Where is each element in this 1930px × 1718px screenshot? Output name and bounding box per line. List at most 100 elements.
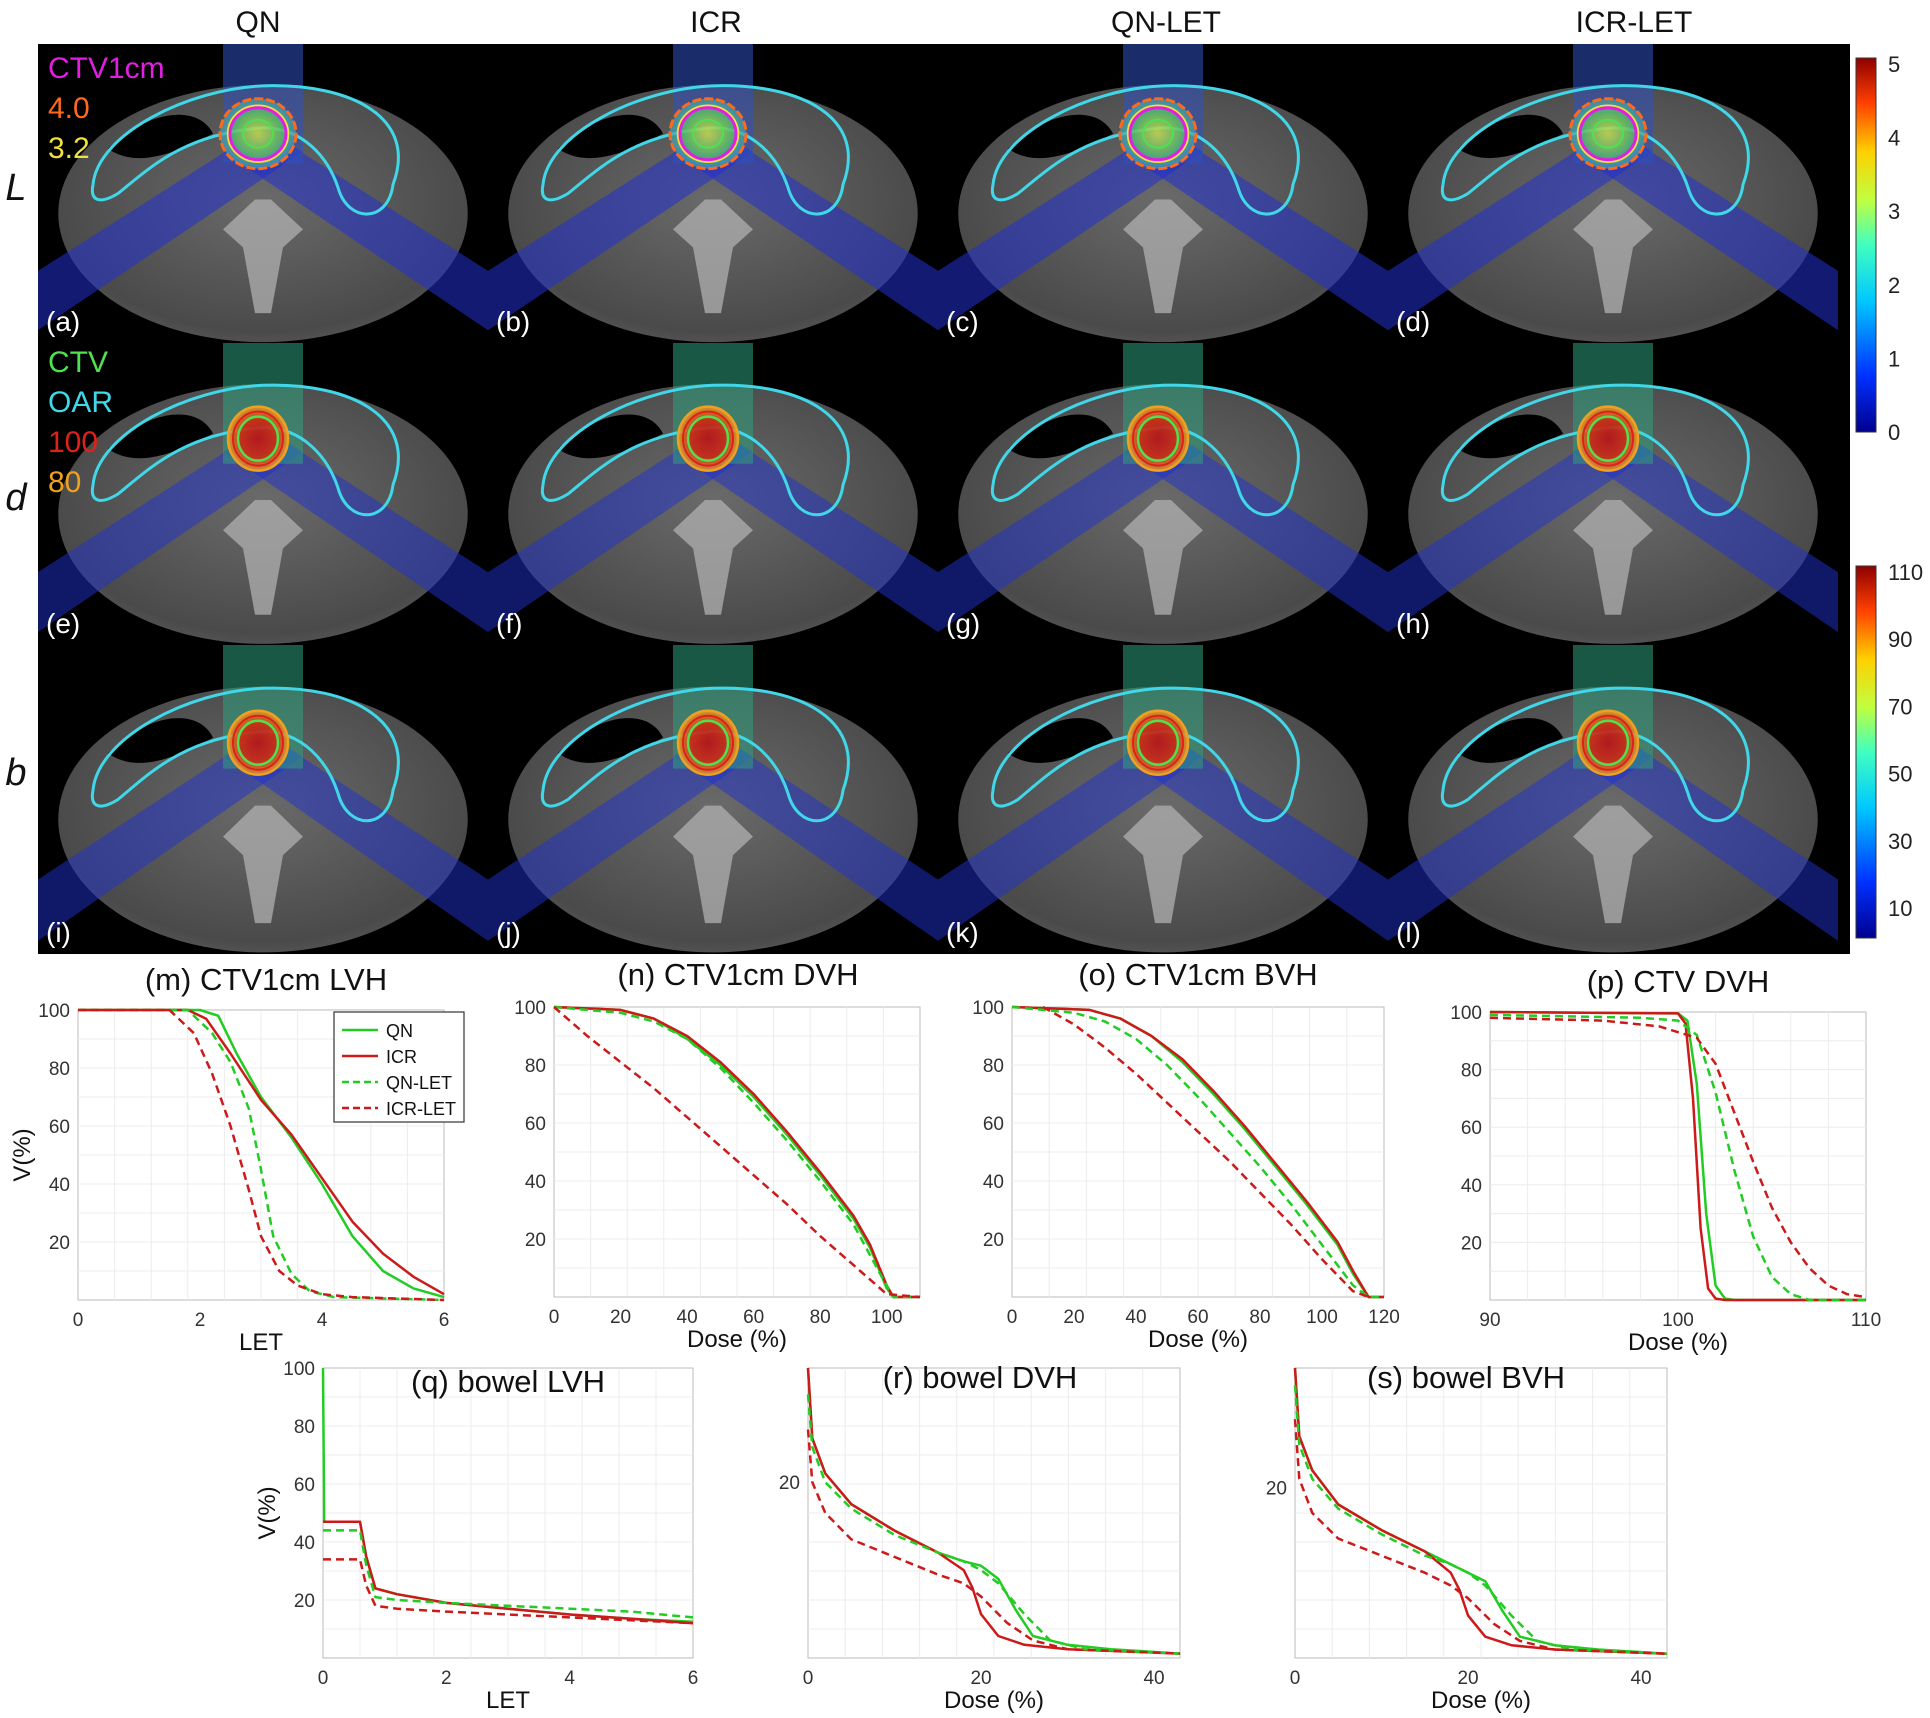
x-tick-label: 0 xyxy=(549,1307,560,1328)
chart-title: (r) bowel DVH xyxy=(883,1360,1078,1395)
beam-right xyxy=(1573,731,1838,941)
dose-colorbar-tick: 30 xyxy=(1888,829,1912,854)
x-tick-label: 0 xyxy=(73,1310,84,1331)
image-panel: (b) xyxy=(488,44,938,343)
ctv-contour xyxy=(236,415,280,462)
chart-title: (m) CTV1cm LVH xyxy=(145,962,387,997)
x-tick-label: 6 xyxy=(688,1668,699,1689)
row-label: L xyxy=(5,167,26,209)
let-colorbar-tick: 3 xyxy=(1888,199,1900,224)
x-tick-label: 4 xyxy=(317,1310,328,1331)
image-panel: (j) xyxy=(488,645,938,953)
ct-slice xyxy=(938,44,1388,343)
bowel-gas xyxy=(108,114,213,159)
oar-contour xyxy=(990,686,1300,823)
oar-contour xyxy=(1440,84,1750,216)
row-label: d xyxy=(5,477,28,519)
panel-label: (j) xyxy=(496,917,521,948)
ct-slice xyxy=(38,645,488,953)
oar-contour xyxy=(90,84,400,216)
y-tick-label: 100 xyxy=(514,998,546,1019)
bowel-gas xyxy=(1008,114,1113,159)
chart-title: (n) CTV1cm DVH xyxy=(617,957,858,992)
series-line-icr-let xyxy=(1489,1016,1867,1299)
panel-label: (f) xyxy=(496,608,522,639)
y-tick-label: 40 xyxy=(49,1175,70,1196)
let-contour-3 xyxy=(1576,104,1640,163)
panel-label: (g) xyxy=(946,608,980,639)
oar-contour xyxy=(540,686,850,823)
spine xyxy=(223,500,303,615)
beam-left xyxy=(1388,427,1653,633)
dose-contour-100 xyxy=(232,714,284,771)
series-line-icr xyxy=(78,1008,445,1296)
beam-right xyxy=(1573,427,1838,633)
x-tick-label: 20 xyxy=(1457,1668,1478,1689)
legend-let-item: 3.2 xyxy=(48,132,90,165)
let-colorbar-tick: 0 xyxy=(1888,420,1900,445)
dose-contour-80 xyxy=(1126,405,1190,472)
oar-contour xyxy=(90,686,400,823)
line-legend: QN ICR QN-LET ICR-LET xyxy=(333,1011,465,1123)
let-contour-3 xyxy=(676,104,740,163)
y-tick-label: 80 xyxy=(49,1059,70,1080)
ctv-contour xyxy=(686,415,730,462)
y-tick-label: 40 xyxy=(1461,1176,1482,1197)
let-contour-4 xyxy=(668,97,748,171)
x-axis-label: LET xyxy=(486,1687,530,1714)
dose-contour-100 xyxy=(1132,410,1184,467)
x-tick-label: 0 xyxy=(803,1668,814,1689)
series-line-icr-let xyxy=(1042,1005,1369,1299)
ct-slice xyxy=(488,44,938,343)
panel-label: (i) xyxy=(46,917,71,948)
y-tick-label: 100 xyxy=(1450,1003,1482,1024)
ctv-contour xyxy=(236,719,280,766)
beam-right xyxy=(1123,731,1388,941)
x-axis-label: LET xyxy=(239,1329,283,1356)
panel-label: (e) xyxy=(46,608,80,639)
spine xyxy=(1573,199,1653,314)
spine xyxy=(673,805,753,924)
spine xyxy=(223,805,303,924)
let-colorbar-tick: 5 xyxy=(1888,52,1900,77)
x-axis-label: Dose (%) xyxy=(944,1687,1044,1714)
let-colorbar-tick: 2 xyxy=(1888,273,1900,298)
legend-dose-item: OAR xyxy=(48,386,113,419)
beam-left xyxy=(938,731,1203,941)
image-panel: (l) xyxy=(1388,645,1838,953)
beam-right xyxy=(673,427,938,633)
ctv-contour xyxy=(1142,118,1174,149)
x-tick-label: 100 xyxy=(1306,1307,1338,1328)
series-line-qn-let xyxy=(1293,1385,1668,1655)
column-header: ICR-LET xyxy=(1576,6,1693,39)
chart-m: (m) CTV1cm LVH 0 2 4 6 20 40 60 80 100 LET V(%) xyxy=(9,962,449,1356)
beam-left xyxy=(38,427,303,633)
x-tick-label: 2 xyxy=(441,1668,452,1689)
panel-label: (l) xyxy=(1396,917,1421,948)
panel-label: (a) xyxy=(46,306,80,337)
bowel-gas xyxy=(1458,414,1563,459)
dose-colorbar-tick: 10 xyxy=(1888,896,1912,921)
series-line-icr-let xyxy=(323,1558,694,1625)
series-line-icr-let xyxy=(553,1006,921,1299)
y-tick-label: 40 xyxy=(983,1172,1004,1193)
y-tick-label: 100 xyxy=(972,998,1004,1019)
x-tick-label: 20 xyxy=(610,1307,631,1328)
beam-left xyxy=(488,731,753,941)
x-tick-label: 80 xyxy=(810,1307,831,1328)
x-tick-label: 120 xyxy=(1368,1307,1400,1328)
panel-label: (b) xyxy=(496,306,530,337)
y-tick-label: 80 xyxy=(983,1056,1004,1077)
spine xyxy=(223,199,303,314)
x-tick-label: 100 xyxy=(871,1307,903,1328)
y-tick-label: 60 xyxy=(1461,1118,1482,1139)
series-line-icr xyxy=(1011,1005,1384,1299)
ctv-contour xyxy=(1592,118,1624,149)
bowel-gas xyxy=(1008,718,1113,763)
panel-label: (h) xyxy=(1396,608,1430,639)
dose-contour-100 xyxy=(682,714,734,771)
ct-slice xyxy=(488,645,938,953)
dose-contour-100 xyxy=(1582,410,1634,467)
panel-label: (d) xyxy=(1396,306,1430,337)
